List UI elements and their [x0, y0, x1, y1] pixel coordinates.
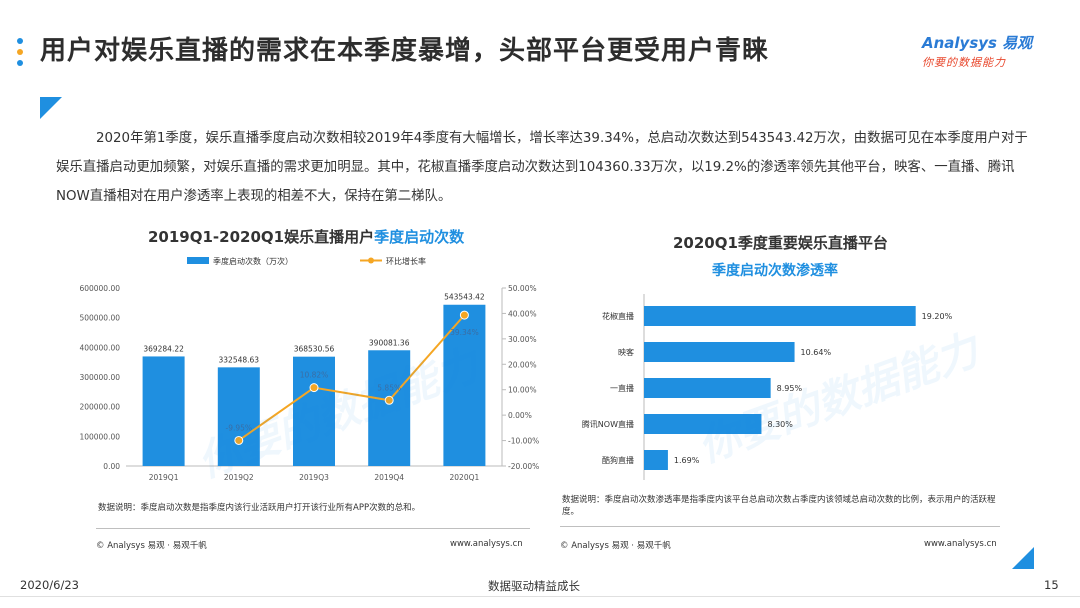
right-url: www.analysys.cn — [924, 539, 997, 549]
left-divider — [96, 528, 530, 529]
bar-value-label: 390081.36 — [369, 338, 410, 347]
bar-value-label: 543543.42 — [444, 293, 485, 302]
category-label: 一直播 — [610, 383, 634, 393]
bar — [644, 414, 762, 434]
right-chart: 花椒直播 19.20% 映客 10.64% 一直播 8.95% 腾讯NOW直播 8.30% 酷狗… — [582, 294, 953, 480]
y2-tick-label: 50.00% — [508, 284, 537, 293]
bar — [142, 356, 185, 466]
legend-bar-label: 季度启动次数（万次） — [213, 256, 293, 266]
y2-tick-label: 20.00% — [508, 360, 537, 369]
growth-point — [234, 435, 244, 445]
bar-value-label: 8.30% — [767, 420, 793, 429]
growth-point — [309, 383, 319, 393]
bar-value-label: 10.64% — [801, 348, 832, 357]
right-chart-subtitle: 季度启动次数渗透率 — [712, 263, 838, 279]
growth-line — [238, 314, 466, 442]
dot-3 — [17, 60, 23, 66]
growth-label: 5.85% — [377, 383, 401, 392]
left-copyright: © Analysys 易观 · 易观千帆 — [96, 541, 207, 551]
legend-bar-swatch — [187, 257, 209, 264]
bar-value-label: 332548.63 — [219, 355, 260, 364]
left-chart: 季度启动次数（万次） 环比增长率 0.00 100000.00 200000.00 300… — [79, 256, 539, 482]
growth-point — [384, 395, 394, 405]
legend-line-label: 环比增长率 — [386, 256, 426, 266]
left-chart-title: 2019Q1-2020Q1娱乐直播用户季度启动次数 — [148, 226, 464, 247]
bar-value-label: 368530.56 — [294, 345, 335, 354]
y2-tick-label: 0.00% — [508, 411, 532, 420]
brand-slogan: 你要的数据能力 — [922, 56, 1006, 69]
x-tick-label: 2020Q1 — [450, 473, 480, 482]
bar — [644, 378, 771, 398]
y2-tick-label: -10.00% — [508, 437, 539, 446]
y-tick-label: 300000.00 — [79, 373, 120, 382]
bar-value-label: 8.95% — [777, 384, 803, 393]
dot-1 — [17, 38, 23, 44]
y-tick-label: 600000.00 — [79, 284, 120, 293]
category-label: 花椒直播 — [602, 311, 634, 321]
right-note: 数据说明：季度启动次数渗透率是指季度内该平台总启动次数占季度内该领域总启动次数的… — [562, 495, 996, 517]
left-chart-title-highlight: 季度启动次数 — [374, 228, 465, 246]
bar — [368, 350, 411, 466]
title-dots — [17, 38, 27, 71]
corner-triangle-top — [40, 97, 62, 119]
category-label: 酷狗直播 — [602, 455, 634, 465]
brand-name: Analysys 易观 — [922, 34, 1033, 52]
bar — [644, 342, 795, 362]
bar-value-label: 369284.22 — [143, 344, 184, 353]
intro-paragraph: 2020年第1季度，娱乐直播季度启动次数相较2019年4季度有大幅增长，增长率达… — [56, 131, 1028, 204]
bar — [293, 356, 335, 466]
x-tick-label: 2019Q2 — [224, 473, 254, 482]
y2-tick-label: 30.00% — [508, 335, 537, 344]
y-tick-label: 100000.00 — [79, 432, 120, 441]
footer-line — [0, 596, 1080, 597]
right-divider — [560, 526, 1000, 527]
bar — [217, 367, 260, 466]
brand-logo: Analysys 易观 你要的数据能力 — [922, 32, 1062, 70]
right-chart-title: 2020Q1季度重要娱乐直播平台 — [673, 234, 888, 252]
left-chart-title-prefix: 2019Q1-2020Q1娱乐直播用户 — [148, 228, 375, 246]
footer-date: 2020/6/23 — [20, 578, 79, 592]
x-tick-label: 2019Q3 — [299, 473, 329, 482]
growth-label: 39.34% — [450, 328, 479, 337]
bar — [644, 450, 668, 470]
category-label: 映客 — [618, 347, 634, 357]
corner-triangle-bottom — [1012, 547, 1034, 569]
y-tick-label: 500000.00 — [79, 314, 120, 323]
y2-tick-label: 10.00% — [508, 386, 537, 395]
category-label: 腾讯NOW直播 — [582, 419, 634, 429]
page-title: 用户对娱乐直播的需求在本季度暴增，头部平台更受用户青睐 — [40, 36, 770, 66]
footer-slogan: 数据驱动精益成长 — [488, 579, 580, 593]
y-tick-label: 0.00 — [103, 462, 120, 471]
growth-label: -9.95% — [226, 423, 253, 432]
dot-2 — [17, 49, 23, 55]
y-tick-label: 400000.00 — [79, 343, 120, 352]
bar-value-label: 19.20% — [922, 312, 953, 321]
y2-tick-label: 40.00% — [508, 309, 537, 318]
legend-line-marker — [368, 257, 374, 264]
page-number: 15 — [1044, 578, 1059, 592]
right-copyright: © Analysys 易观 · 易观千帆 — [560, 541, 671, 551]
y2-tick-label: -20.00% — [508, 462, 539, 471]
left-url: www.analysys.cn — [450, 539, 523, 549]
bar-value-label: 1.69% — [674, 456, 700, 465]
growth-point — [459, 310, 469, 320]
growth-label: 10.82% — [300, 371, 329, 380]
y-tick-label: 200000.00 — [79, 403, 120, 412]
x-tick-label: 2019Q1 — [149, 473, 179, 482]
x-tick-label: 2019Q4 — [374, 473, 404, 482]
bar — [644, 306, 916, 326]
left-note: 数据说明：季度启动次数是指季度内该行业活跃用户打开该行业所有APP次数的总和。 — [98, 503, 421, 513]
